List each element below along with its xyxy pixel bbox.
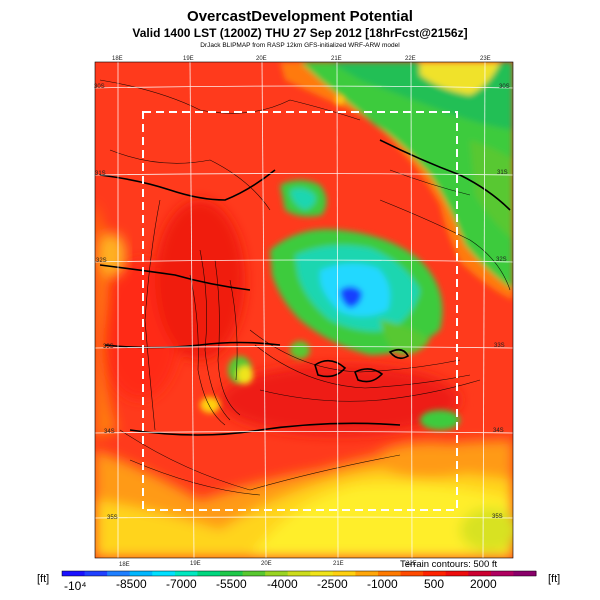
- colorbar-swatch: [107, 571, 131, 576]
- colorbar-swatch: [513, 571, 537, 576]
- colorbar-swatch: [310, 571, 334, 576]
- lat-label-left: 32S: [96, 258, 107, 264]
- lon-label-bottom: 20E: [261, 561, 272, 567]
- colorbar-swatch: [84, 571, 108, 576]
- map-title: OvercastDevelopment Potential: [187, 8, 413, 25]
- colorbar-unit-right: [ft]: [548, 573, 561, 585]
- colorbar-swatch: [490, 571, 514, 576]
- colorbar-frame: [61, 570, 537, 577]
- colorbar-label: 2000: [470, 577, 497, 591]
- colorbar-swatch: [423, 571, 447, 576]
- terrain-contours-major: [99, 139, 511, 436]
- lon-label-top: 19E: [183, 56, 194, 62]
- lat-label-left: 33S: [103, 344, 114, 350]
- colorbar-swatch: [174, 571, 198, 576]
- lon-label-bottom: 18E: [119, 562, 130, 568]
- lon-label-top: 20E: [256, 56, 267, 62]
- lon-label-bottom: 19E: [190, 561, 201, 567]
- colorbar-label: -10⁴: [64, 579, 87, 593]
- map-subtitle: Valid 1400 LST (1200Z) THU 27 Sep 2012 […: [132, 26, 468, 40]
- colorbar: [62, 571, 537, 576]
- lon-label-bottom: 22E: [406, 561, 417, 567]
- lat-label-right: 32S: [496, 257, 507, 263]
- colorbar-swatch: [129, 571, 153, 576]
- map-field: [95, 62, 513, 558]
- colorbar-swatch: [242, 571, 266, 576]
- colorbar-swatch: [468, 571, 492, 576]
- colorbar-swatch: [400, 571, 424, 576]
- colorbar-label: -1000: [367, 577, 398, 591]
- lon-label-top: 18E: [112, 56, 123, 62]
- colorbar-label: -2500: [317, 577, 348, 591]
- colorbar-unit-left: [ft]: [37, 573, 50, 585]
- colorbar-label: 500: [424, 577, 445, 591]
- colorbar-swatch: [332, 571, 356, 576]
- inner-domain-box: [142, 111, 458, 511]
- terrain-contours: [99, 79, 511, 496]
- lon-label-top: 21E: [331, 56, 342, 62]
- lat-label-right: 33S: [494, 343, 505, 349]
- lat-label-left: 31S: [95, 171, 106, 177]
- lon-label-top: 22E: [405, 56, 416, 62]
- colorbar-swatch: [445, 571, 469, 576]
- lat-lon-grid: [95, 62, 513, 558]
- lat-label-left: 30S: [94, 84, 105, 90]
- lon-label-top: 23E: [480, 56, 491, 62]
- lat-label-right: 34S: [493, 428, 504, 434]
- colorbar-swatch: [152, 571, 176, 576]
- model-description: DrJack BLIPMAP from RASP 12km GFS-initia…: [200, 42, 400, 49]
- lat-label-right: 31S: [497, 170, 508, 176]
- colorbar-label: -4000: [267, 577, 298, 591]
- colorbar-label: -8500: [116, 577, 147, 591]
- colorbar-swatch: [378, 571, 402, 576]
- colorbar-swatch: [220, 571, 244, 576]
- colorbar-swatch: [287, 571, 311, 576]
- lat-label-right: 35S: [492, 514, 503, 520]
- lat-label-left: 34S: [104, 429, 115, 435]
- colorbar-swatch: [62, 571, 86, 576]
- colorbar-label: -5500: [216, 577, 247, 591]
- lat-label-right: 30S: [499, 84, 510, 90]
- map-frame: [94, 61, 514, 559]
- colorbar-label: -7000: [166, 577, 197, 591]
- lat-label-left: 35S: [107, 515, 118, 521]
- colorbar-swatch: [265, 571, 289, 576]
- colorbar-swatch: [197, 571, 221, 576]
- terrain-contour-note: Terrain contours: 500 ft: [400, 559, 498, 570]
- lon-label-bottom: 21E: [333, 561, 344, 567]
- colorbar-swatch: [355, 571, 379, 576]
